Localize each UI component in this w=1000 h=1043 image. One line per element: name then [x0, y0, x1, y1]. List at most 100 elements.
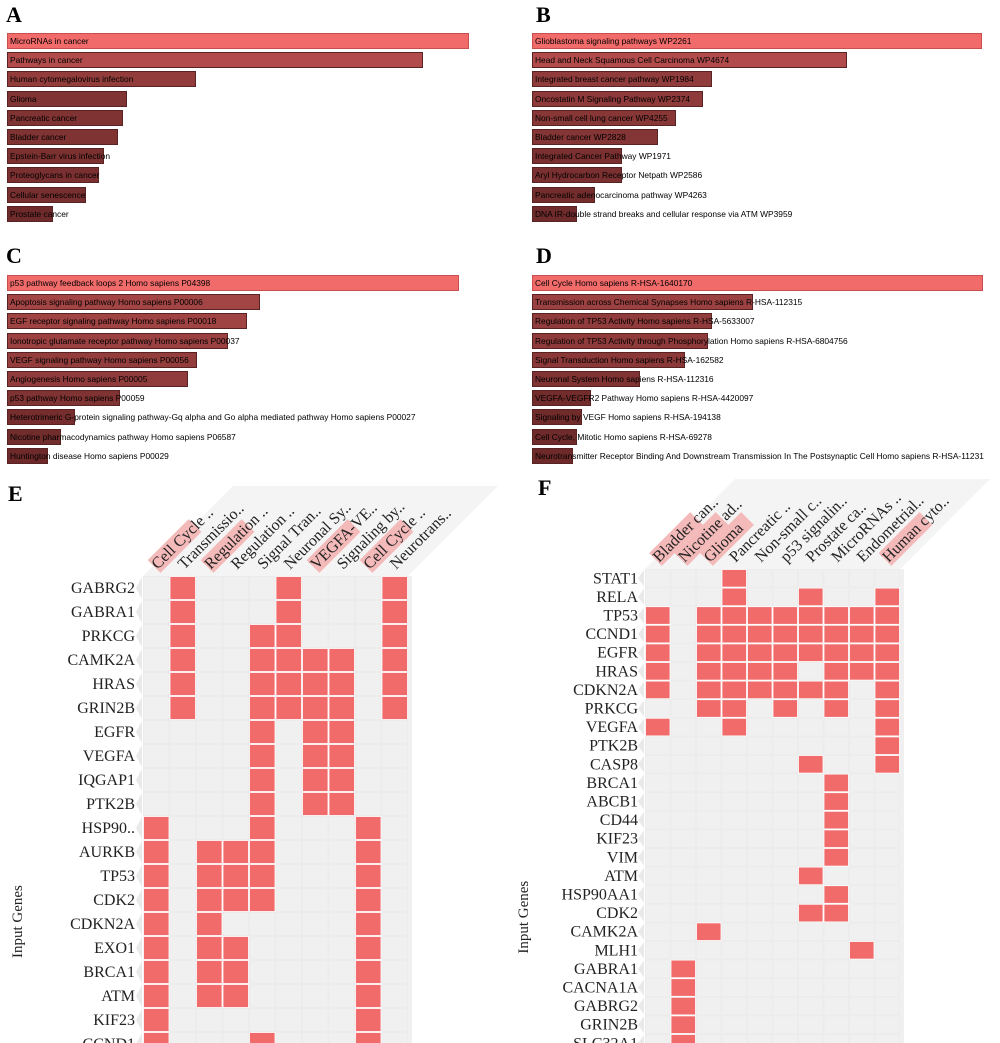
heat-cell-off [328, 1032, 355, 1043]
bar [532, 129, 658, 145]
bar-label: p53 pathway feedback loops 2 Homo sapien… [10, 278, 211, 288]
heat-cell-off [143, 696, 170, 720]
heat-cell-on [849, 643, 875, 662]
heat-cell-off [196, 696, 223, 720]
bar-label: VEGF signaling pathway Homo sapiens P000… [10, 354, 189, 365]
row-tab [136, 697, 142, 719]
heat-cell-off [798, 996, 824, 1016]
gene-label: STAT1 [593, 570, 638, 587]
bar-label: Aryl Hydrocarbon Receptor Netpath WP2586 [535, 170, 703, 181]
bar-label: Prostate cancer [10, 208, 69, 219]
gene-label: HSP90.. [82, 820, 135, 837]
heat-cell-on [874, 736, 900, 755]
bar-label: Cell Cycle, Mitotic Homo sapiens R-HSA-6… [535, 431, 712, 442]
bar-row: Heterotrimeric G-protein signaling pathw… [7, 409, 459, 426]
heat-cell-on [798, 755, 824, 774]
heat-cell-off [143, 720, 170, 744]
heat-cell-off [747, 755, 773, 774]
heat-cell-on [196, 864, 223, 888]
heat-cell-off [645, 755, 671, 774]
heat-cell-on [328, 744, 355, 768]
row-tab [136, 889, 142, 911]
heat-cell-off [302, 888, 329, 912]
heat-cell-off [747, 773, 773, 793]
heat-cell-off [696, 1034, 722, 1043]
bar-label: Ionotropic glutamate receptor pathway Ho… [10, 335, 240, 346]
heat-cell-off [874, 569, 900, 588]
heat-cell-off [696, 736, 722, 755]
heat-cell-off [645, 699, 671, 718]
bar-row: Signaling by VEGF Homo sapiens R-HSA-194… [532, 409, 983, 426]
heat-cell-on [721, 569, 747, 588]
panel-label-a: A [6, 2, 22, 27]
gene-label: SLC32A1 [573, 1035, 638, 1043]
heat-cell-off [328, 624, 355, 648]
heat-cell-on [849, 606, 875, 625]
heat-cell-off [169, 960, 196, 984]
heat-cell-off [823, 569, 849, 588]
heat-cell-off [355, 696, 382, 720]
heat-cell-on [772, 662, 798, 681]
heat-cell-on [222, 984, 249, 1008]
heat-cell-off [249, 984, 276, 1008]
heat-cell-off [772, 792, 798, 811]
gene-label: CDK2 [93, 892, 135, 909]
row-tab [638, 588, 644, 606]
heat-cell-off [772, 810, 798, 830]
heat-cell-on [798, 866, 824, 886]
bar [7, 186, 86, 203]
bar [7, 71, 197, 88]
heat-cell-off [823, 959, 849, 979]
gene-label: HRAS [595, 663, 638, 680]
heat-cell-off [874, 978, 900, 997]
row-tab [638, 997, 644, 1015]
heat-cell-off [169, 912, 196, 936]
heat-cell-off [381, 816, 408, 840]
heat-cell-off [772, 996, 798, 1016]
heat-cell-off [874, 996, 900, 1016]
heat-cell-on [823, 643, 849, 662]
heat-cell-on [249, 696, 276, 720]
bar [532, 447, 573, 464]
heat-cell-off [670, 624, 696, 644]
row-tab [136, 1033, 142, 1043]
heat-cell-off [169, 768, 196, 792]
bar-row: Prostate cancer [7, 205, 469, 222]
heat-cell-off [169, 840, 196, 864]
heat-cell-on [302, 792, 329, 816]
heat-cell-off [249, 600, 276, 624]
row-tab [638, 663, 644, 680]
heat-cell-off [328, 888, 355, 912]
heat-cell-on [249, 720, 276, 744]
bar [532, 71, 712, 88]
heat-cell-off [798, 736, 824, 755]
heat-cell-off [355, 624, 382, 648]
heat-cell-off [721, 810, 747, 830]
heat-cell-off [645, 903, 671, 923]
bar-label: Angiogenesis Homo sapiens P00005 [10, 374, 148, 384]
bar-label: Integrated breast cancer pathway WP1984 [535, 74, 694, 85]
heat-cell-off [874, 922, 900, 941]
bar [7, 371, 188, 387]
heat-cell-off [275, 744, 302, 768]
row-tab [638, 904, 644, 922]
row-tab [638, 570, 644, 587]
heat-cell-off [328, 840, 355, 864]
bar-row: Regulation of TP53 Activity Homo sapiens… [532, 313, 983, 330]
heat-cell-off [196, 672, 223, 696]
heat-cell-on [302, 768, 329, 792]
heat-cell-off [849, 810, 875, 830]
heat-cell-off [645, 959, 671, 979]
heat-cell-off [275, 1032, 302, 1043]
heat-cell-off [355, 768, 382, 792]
heat-cell-off [696, 959, 722, 979]
gene-label: HSP90AA1 [562, 887, 638, 904]
bar-label: Neuronal System Homo sapiens R-HSA-11231… [535, 374, 714, 384]
heat-cell-off [721, 866, 747, 886]
heat-cell-on [275, 576, 302, 600]
bar-label: Epstein-Barr virus infection [10, 151, 111, 162]
heat-cell-off [275, 768, 302, 792]
bar-label: Pancreatic adenocarcinoma pathway WP4263 [535, 189, 707, 200]
heat-cell-off [874, 885, 900, 904]
heat-cell-off [772, 1015, 798, 1034]
